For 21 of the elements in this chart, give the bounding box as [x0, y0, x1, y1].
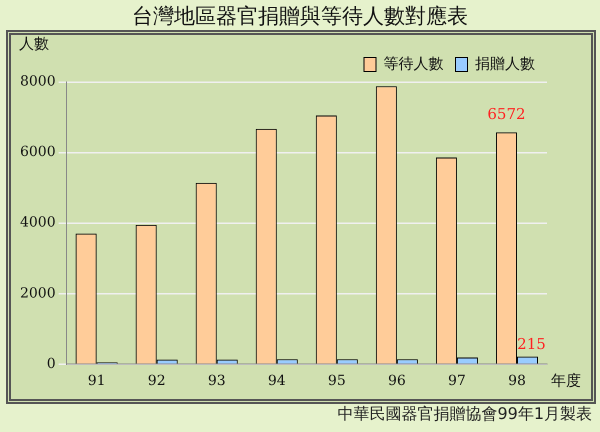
- chart-title: 台灣地區器官捐贈與等待人數對應表: [131, 3, 469, 30]
- y-tick-label: 0: [46, 356, 56, 372]
- x-tick-label: 95: [328, 373, 346, 390]
- data-label: 215: [517, 335, 546, 354]
- y-axis-title: 人數: [19, 34, 49, 52]
- text: 中華民國器官捐贈協會99年1月製表: [337, 404, 592, 425]
- legend-label: 捐贈人數: [475, 54, 535, 72]
- legend-label: 等待人數: [384, 54, 444, 72]
- x-tick-label: 96: [388, 373, 406, 390]
- x-tick-label: 92: [148, 373, 166, 390]
- y-tick-label: 6000: [20, 144, 56, 160]
- x-tick-label: 98: [508, 373, 526, 390]
- x-tick-label: 91: [88, 373, 106, 390]
- x-tick-label: 94: [268, 373, 286, 390]
- y-tick-label: 4000: [20, 214, 56, 231]
- data-label: 6572: [487, 104, 526, 123]
- x-tick-label: 93: [208, 373, 226, 390]
- x-axis-title: 年度: [551, 372, 581, 390]
- x-tick-label: 97: [448, 373, 466, 390]
- y-tick-label: 8000: [20, 74, 56, 90]
- y-tick-label: 2000: [20, 285, 56, 302]
